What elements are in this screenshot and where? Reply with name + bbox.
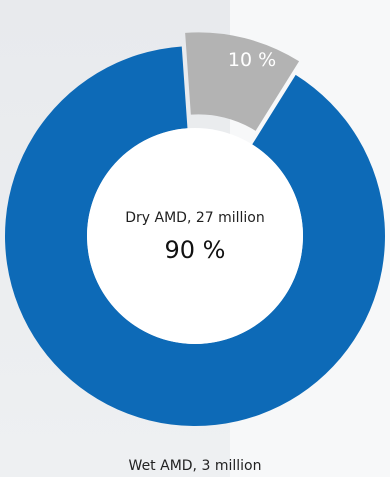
slice-value-wet-amd: 10 % [228,49,276,71]
slice-label-wet-amd: Wet AMD, 3 million [129,458,262,474]
slice-value-dry-amd: 90 % [165,236,226,264]
slice-label-dry-amd: Dry AMD, 27 million [125,210,265,226]
pie-slice-dry-amd [4,46,385,426]
donut-hole [87,128,303,344]
slices [4,32,385,426]
pie-slice-wet-amd [185,32,300,131]
